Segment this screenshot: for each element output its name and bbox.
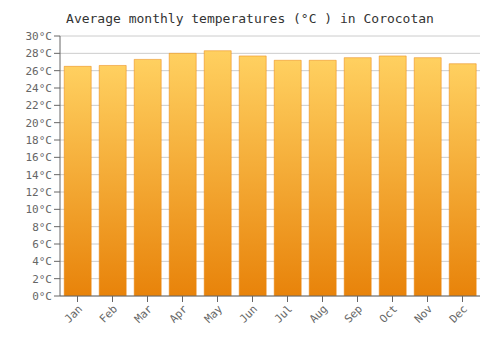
svg-text:8°C: 8°C bbox=[32, 221, 52, 234]
svg-text:May: May bbox=[202, 302, 226, 326]
svg-text:22°C: 22°C bbox=[26, 99, 53, 112]
svg-text:10°C: 10°C bbox=[26, 203, 53, 216]
svg-text:26°C: 26°C bbox=[26, 65, 53, 78]
svg-text:Sep: Sep bbox=[342, 302, 365, 325]
svg-text:28°C: 28°C bbox=[26, 47, 53, 60]
svg-text:4°C: 4°C bbox=[32, 255, 52, 268]
html-text:Average monthly temperatures (: Average monthly temperatures (°C ) in Co… bbox=[66, 11, 434, 26]
svg-text:Oct: Oct bbox=[377, 302, 400, 325]
svg-text:30°C: 30°C bbox=[26, 30, 53, 43]
svg-text:Jul: Jul bbox=[272, 302, 295, 325]
svg-text:6°C: 6°C bbox=[32, 238, 52, 251]
svg-text:0°C: 0°C bbox=[32, 290, 52, 303]
svg-text:Mar: Mar bbox=[132, 302, 156, 326]
svg-text:Aug: Aug bbox=[307, 302, 330, 325]
svg-text:14°C: 14°C bbox=[26, 169, 53, 182]
svg-text:18°C: 18°C bbox=[26, 134, 53, 147]
svg-text:24°C: 24°C bbox=[26, 82, 53, 95]
svg-text:16°C: 16°C bbox=[26, 151, 53, 164]
svg-text:Apr: Apr bbox=[167, 302, 191, 326]
svg-text:Feb: Feb bbox=[97, 302, 120, 325]
svg-text:Dec: Dec bbox=[447, 302, 470, 325]
svg-text:Nov: Nov bbox=[412, 302, 436, 326]
svg-text:2°C: 2°C bbox=[32, 273, 52, 286]
svg-text:20°C: 20°C bbox=[26, 117, 53, 130]
svg-text:Jan: Jan bbox=[62, 302, 85, 325]
svg-text:Jun: Jun bbox=[237, 302, 260, 325]
svg-text:12°C: 12°C bbox=[26, 186, 53, 199]
